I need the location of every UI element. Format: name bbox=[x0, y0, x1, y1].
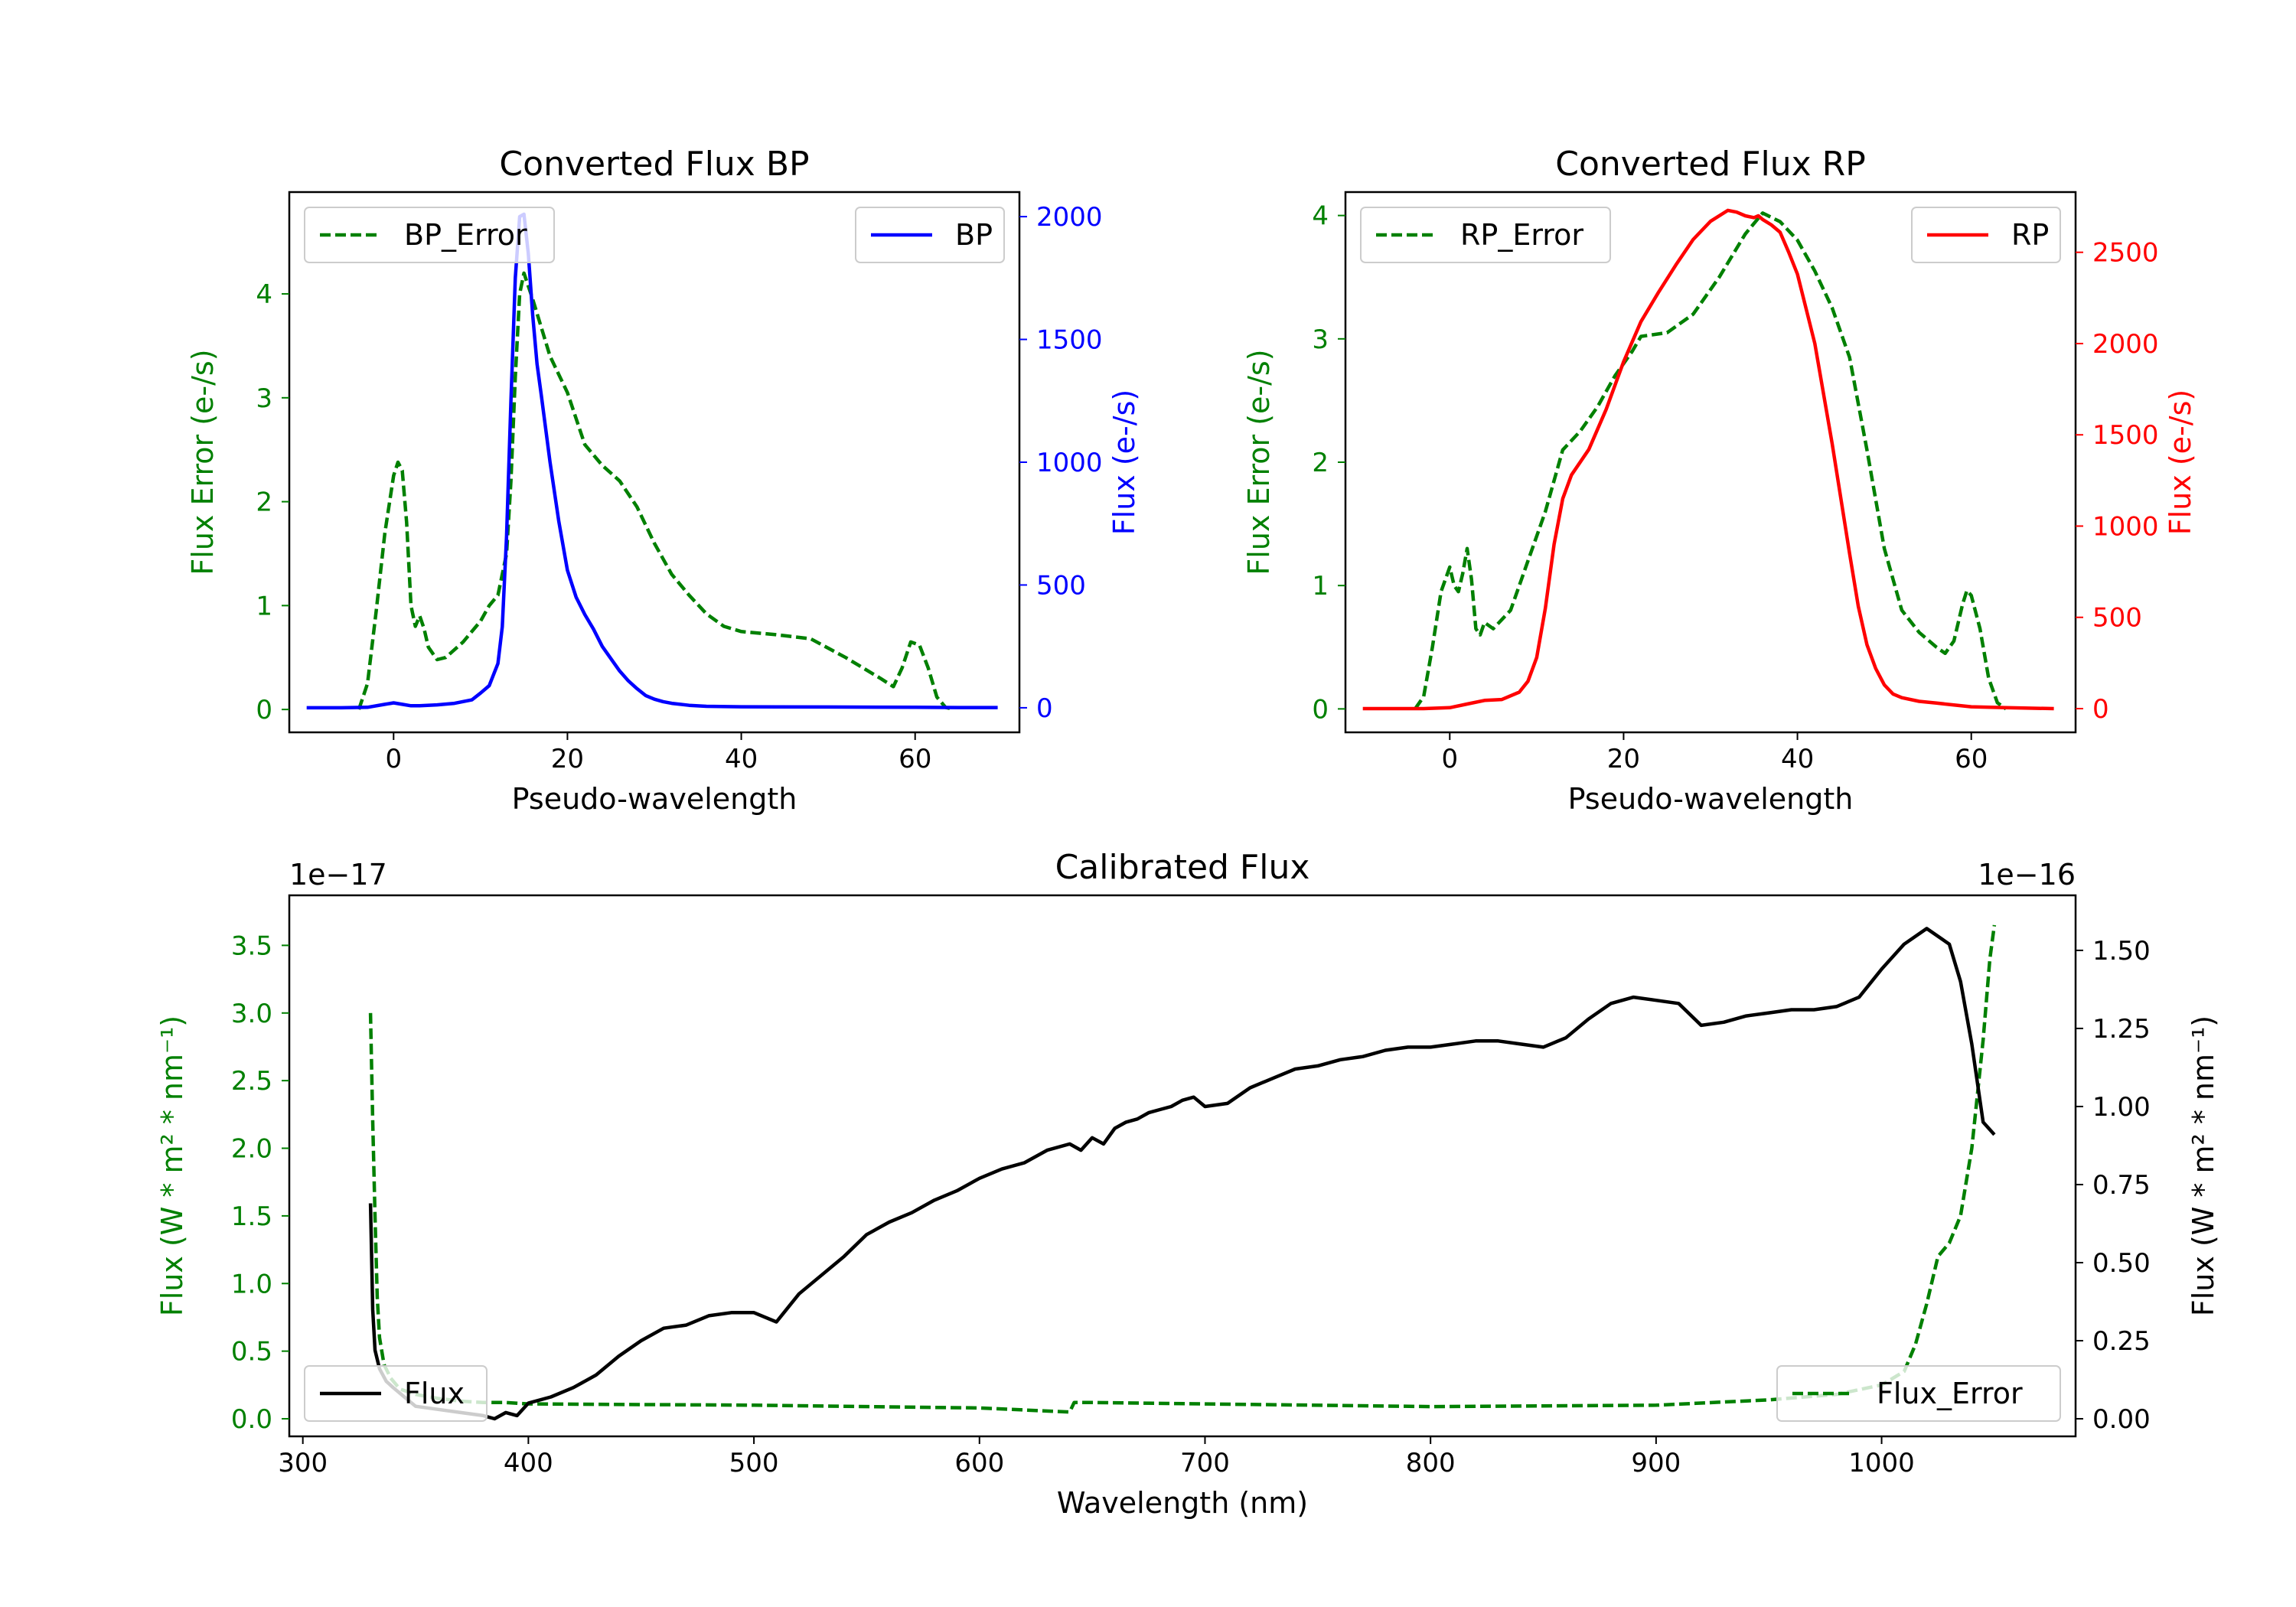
legend-box bbox=[1776, 1365, 2061, 1422]
y-right-tick-label: 0 bbox=[1036, 693, 1053, 724]
y-right-tick-label: 1500 bbox=[1036, 325, 1103, 356]
y-left-tick-label: 2 bbox=[1312, 448, 1329, 478]
y-right-tick-label: 1.00 bbox=[2092, 1092, 2151, 1123]
series-line-rp bbox=[1362, 208, 2054, 711]
x-tick-label: 400 bbox=[504, 1448, 553, 1478]
y-left-tick-label: 4 bbox=[256, 279, 272, 310]
offset-label-right: 1e−16 bbox=[1978, 858, 2076, 892]
y-right-axis-label: Flux (e-/s) bbox=[1107, 390, 1141, 535]
y-left-tick-label: 1.0 bbox=[231, 1269, 272, 1299]
y-left-tick-label: 1.5 bbox=[231, 1201, 272, 1232]
y-left-tick-label: 0.5 bbox=[231, 1337, 272, 1367]
x-tick-label: 60 bbox=[1955, 744, 1988, 774]
y-right-tick-label: 0.00 bbox=[2092, 1404, 2151, 1435]
x-axis-label: Pseudo-wavelength bbox=[512, 782, 797, 816]
y-left-tick-label: 3 bbox=[256, 383, 272, 414]
y-left-axis-label: Flux Error (e-/s) bbox=[186, 349, 220, 575]
y-right-axis-label: Flux (W * m² * nm⁻¹) bbox=[2187, 1015, 2220, 1316]
legend-label: BP_Error bbox=[404, 218, 527, 252]
chart-1: Converted Flux BP0 20 40 600123405001000150… bbox=[186, 145, 1141, 816]
series-line-rp-error bbox=[1414, 211, 2007, 711]
y-left-tick-label: 0 bbox=[256, 695, 272, 725]
chart-title: Converted Flux RP bbox=[1555, 145, 1866, 184]
y-left-tick-label: 2 bbox=[256, 487, 272, 518]
y-right-tick-label: 0 bbox=[2092, 694, 2109, 725]
legend-rp: RP bbox=[1911, 207, 2061, 263]
legend-box bbox=[304, 207, 555, 263]
chart-title: Converted Flux BP bbox=[499, 145, 809, 184]
offset-label-left: 1e−17 bbox=[289, 858, 387, 892]
y-right-tick-label: 500 bbox=[1036, 570, 1086, 601]
y-left-axis-label: Flux Error (e-/s) bbox=[1242, 349, 1276, 575]
y-left-tick-label: 3.5 bbox=[231, 931, 272, 961]
legend-bp: BP bbox=[855, 207, 1005, 263]
y-left-tick-label: 4 bbox=[1312, 201, 1329, 232]
chart-title: Calibrated Flux bbox=[1055, 848, 1310, 887]
y-right-tick-label: 1500 bbox=[2092, 420, 2159, 451]
y-left-tick-label: 1 bbox=[256, 591, 272, 621]
legend-label: RP_Error bbox=[1460, 218, 1583, 252]
series-line-flux-error bbox=[368, 924, 1997, 1414]
y-left-tick-label: 3.0 bbox=[231, 999, 272, 1029]
y-right-tick-label: 0.25 bbox=[2092, 1326, 2151, 1357]
y-right-tick-label: 0.50 bbox=[2092, 1248, 2151, 1279]
y-right-tick-label: 1.50 bbox=[2092, 936, 2151, 966]
y-right-tick-label: 2500 bbox=[2092, 238, 2159, 269]
x-axis-label: Pseudo-wavelength bbox=[1568, 782, 1854, 816]
series-line-bp-error bbox=[357, 271, 955, 712]
x-tick-label: 0 bbox=[385, 744, 402, 774]
y-left-tick-label: 0 bbox=[1312, 694, 1329, 725]
legend-label: RP bbox=[2011, 218, 2049, 252]
legend-flux: Flux bbox=[304, 1365, 488, 1422]
y-right-tick-label: 1000 bbox=[1036, 448, 1103, 478]
x-tick-label: 0 bbox=[1441, 744, 1458, 774]
plot-frame bbox=[1344, 191, 2077, 734]
legend-box bbox=[1360, 207, 1611, 263]
x-axis-label: Wavelength (nm) bbox=[1057, 1486, 1308, 1520]
legend-bp-error: BP_Error bbox=[304, 207, 555, 263]
chart-3: Calibrated Flux 300 400 500 600 700 800 900 1000… bbox=[155, 848, 2220, 1520]
x-tick-label: 600 bbox=[954, 1448, 1004, 1478]
x-tick-label: 1000 bbox=[1848, 1448, 1915, 1478]
y-left-tick-label: 2.0 bbox=[231, 1134, 272, 1165]
y-right-tick-label: 2000 bbox=[1036, 202, 1103, 233]
legend-flux-error: Flux_Error bbox=[1776, 1365, 2061, 1422]
series-line-bp bbox=[306, 212, 998, 710]
x-tick-label: 900 bbox=[1631, 1448, 1681, 1478]
x-tick-label: 300 bbox=[278, 1448, 328, 1478]
y-right-tick-label: 500 bbox=[2092, 603, 2142, 634]
series-line-flux bbox=[368, 927, 1996, 1421]
y-right-axis-label: Flux (e-/s) bbox=[2164, 390, 2197, 535]
x-tick-label: 700 bbox=[1180, 1448, 1230, 1478]
x-tick-label: 20 bbox=[551, 744, 584, 774]
y-left-tick-label: 3 bbox=[1312, 324, 1329, 355]
y-left-tick-label: 0.0 bbox=[231, 1404, 272, 1435]
chart-2: Converted Flux RP0 20 40 600123405001000150… bbox=[1242, 145, 2197, 816]
x-tick-label: 800 bbox=[1406, 1448, 1456, 1478]
y-left-tick-label: 1 bbox=[1312, 571, 1329, 601]
x-tick-label: 500 bbox=[729, 1448, 779, 1478]
y-left-axis-label: Flux (W * m² * nm⁻¹) bbox=[155, 1015, 189, 1316]
plot-frame bbox=[288, 894, 2077, 1438]
y-right-tick-label: 1.25 bbox=[2092, 1014, 2151, 1045]
legend-label: BP bbox=[955, 218, 993, 252]
x-tick-label: 40 bbox=[725, 744, 758, 774]
x-tick-label: 60 bbox=[899, 744, 931, 774]
legend-rp-error: RP_Error bbox=[1360, 207, 1611, 263]
legend-label: Flux_Error bbox=[1877, 1377, 2023, 1410]
legend-box bbox=[304, 1365, 488, 1422]
y-right-tick-label: 2000 bbox=[2092, 329, 2159, 360]
x-tick-label: 20 bbox=[1607, 744, 1640, 774]
y-left-tick-label: 2.5 bbox=[231, 1066, 272, 1097]
x-tick-label: 40 bbox=[1781, 744, 1814, 774]
y-right-tick-label: 0.75 bbox=[2092, 1170, 2151, 1201]
y-right-tick-label: 1000 bbox=[2092, 511, 2159, 542]
legend-label: Flux bbox=[404, 1377, 465, 1410]
